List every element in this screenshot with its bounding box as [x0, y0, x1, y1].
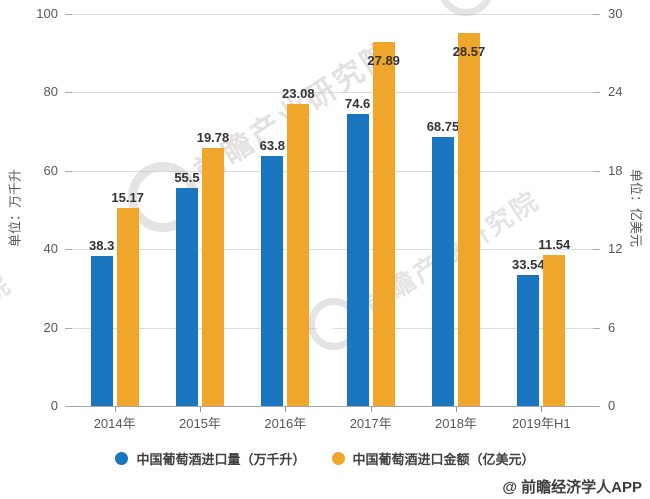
bar [201, 147, 224, 406]
bar [457, 32, 480, 406]
bar-value-label: 33.54 [512, 256, 545, 272]
bar-group: 33.54 [512, 14, 545, 406]
bar-value-label: 38.3 [89, 237, 115, 253]
bar-value-label: 55.5 [174, 170, 200, 186]
bar-group: 27.89 [367, 14, 400, 406]
bar [431, 136, 454, 406]
bar-value-label: 15.17 [111, 189, 144, 205]
legend-dot-volume-icon [115, 452, 129, 465]
x-axis-tick [541, 407, 543, 412]
gridline [65, 327, 600, 329]
bar-value-label: 63.8 [259, 137, 285, 153]
gridline [65, 14, 600, 15]
bar-group: 68.75 [427, 14, 459, 406]
bar-value-label: 23.08 [282, 86, 315, 102]
category-column: 74.6 27.89 [328, 14, 413, 406]
bar [175, 188, 198, 406]
category-column: 33.54 11.54 [499, 14, 584, 406]
category-column: 63.8 23.08 [243, 14, 328, 406]
bar [517, 274, 540, 406]
y-axis-label-right: 12 [608, 241, 623, 257]
x-axis-label: 2016年 [264, 416, 307, 431]
legend-label-volume: 中国葡萄酒进口量（万千升） [136, 452, 306, 467]
watermark-text: 前瞻产业研究院 [0, 268, 18, 405]
legend-label-value: 中国葡萄酒进口金额（亿美元） [352, 452, 535, 467]
bar [116, 207, 139, 406]
legend: 中国葡萄酒进口量（万千升） 中国葡萄酒进口金额（亿美元） [0, 449, 650, 468]
bar-group: 55.5 [174, 14, 200, 406]
bar-value-label: 19.78 [196, 129, 230, 145]
bar-value-label: 68.75 [426, 118, 460, 134]
bar-value-label: 27.89 [367, 52, 400, 68]
bar-value-label: 28.57 [452, 43, 486, 59]
bar-group: 23.08 [282, 14, 315, 406]
y-axis-label-left: 80 [43, 84, 58, 100]
bar [346, 113, 369, 406]
bar-group: 74.6 [344, 14, 371, 406]
x-axis-tick [200, 407, 201, 412]
gridline [65, 406, 600, 407]
y-axis-label-right: 6 [608, 319, 616, 335]
legend-item-import-volume: 中国葡萄酒进口量（万千升） [115, 449, 306, 468]
bar-value-label: 11.54 [538, 237, 571, 253]
legend-item-import-value: 中国葡萄酒进口金额（亿美元） [331, 449, 535, 468]
bar-group: 11.54 [538, 14, 570, 406]
plot-area: 38.3 15.17 55.5 19.78 63.8 23.08 74.6 27.89 68.7… [72, 14, 584, 406]
bar [90, 255, 113, 406]
y-axis-label-right: 30 [608, 6, 623, 21]
attribution: @ 前瞻经济学人APP [502, 479, 642, 496]
bar-group: 38.3 [89, 14, 115, 406]
category-column: 68.75 28.57 [413, 14, 498, 406]
y-axis-label-left: 60 [43, 162, 58, 178]
bar [372, 41, 395, 406]
bar [287, 104, 310, 406]
y-axis-label-right: 0 [608, 398, 616, 413]
bar-group: 15.17 [111, 14, 144, 406]
x-axis-label: 2014年 [93, 416, 136, 431]
left-axis-title: 单位：万千升 [7, 168, 23, 248]
x-axis-label: 2018年 [435, 416, 477, 431]
y-axis-label-left: 0 [50, 398, 58, 413]
y-axis-label-left: 40 [43, 241, 58, 257]
x-axis-label: 2017年 [349, 416, 392, 431]
x-axis-tick [370, 407, 372, 412]
x-axis-label: 2015年 [179, 416, 221, 431]
bar-value-label: 74.6 [344, 95, 371, 111]
x-axis-tick [456, 407, 457, 412]
x-axis-tick [285, 407, 287, 412]
x-axis-tick [114, 407, 116, 412]
legend-dot-value-icon [331, 452, 345, 465]
category-column: 55.5 19.78 [157, 14, 242, 406]
y-axis-label-left: 20 [43, 319, 58, 335]
bar [261, 155, 284, 406]
bar-group: 28.57 [453, 14, 485, 406]
bar [543, 255, 566, 406]
x-axis-labels: 2014年 2015年 2016年 2017年 2018年 2019年H1 [72, 413, 584, 432]
y-axis-label-right: 18 [608, 162, 623, 178]
gridline [65, 170, 600, 172]
y-axis-label-left: 100 [36, 6, 58, 21]
gridline [65, 249, 600, 251]
bar-group: 19.78 [197, 14, 229, 406]
bar-group: 63.8 [259, 14, 285, 406]
y-axis-label-right: 24 [608, 84, 623, 100]
category-column: 38.3 15.17 [72, 14, 157, 406]
x-axis-label: 2019年H1 [512, 416, 571, 431]
right-axis-title: 单位：亿美元 [628, 168, 644, 248]
gridline [65, 92, 600, 94]
